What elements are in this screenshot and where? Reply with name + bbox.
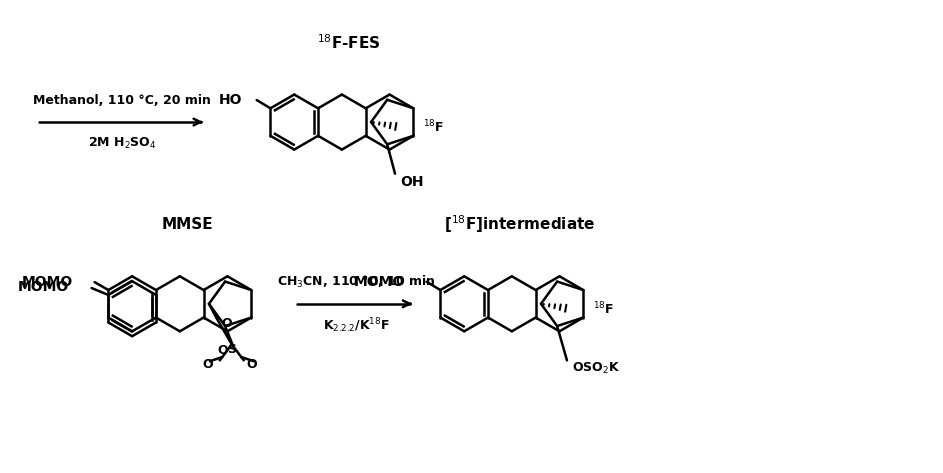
Text: O: O: [203, 358, 213, 370]
Text: $^{18}$F: $^{18}$F: [593, 300, 614, 317]
Text: O: O: [218, 344, 228, 357]
Text: 2M H$_2$SO$_4$: 2M H$_2$SO$_4$: [88, 136, 157, 151]
Text: O: O: [222, 317, 232, 330]
Text: $^{18}$F-FES: $^{18}$F-FES: [318, 33, 381, 52]
Text: MOMO: MOMO: [354, 275, 405, 289]
Text: K$_{2.2.2}$/K$^{18}$F: K$_{2.2.2}$/K$^{18}$F: [323, 316, 389, 335]
Text: CH$_3$CN, 110 °C, 10 min: CH$_3$CN, 110 °C, 10 min: [277, 274, 436, 290]
Text: OH: OH: [400, 175, 423, 189]
Text: S: S: [227, 343, 237, 356]
Text: OSO$_2$K: OSO$_2$K: [571, 361, 620, 376]
Text: O: O: [246, 358, 256, 370]
Text: HO: HO: [219, 93, 242, 107]
Text: MOMO: MOMO: [22, 275, 73, 289]
Text: $^{18}$F: $^{18}$F: [423, 119, 444, 135]
Text: MOMO: MOMO: [18, 280, 69, 294]
Text: MMSE: MMSE: [161, 217, 213, 232]
Text: [$^{18}$F]intermediate: [$^{18}$F]intermediate: [443, 213, 595, 235]
Text: Methanol, 110 °C, 20 min: Methanol, 110 °C, 20 min: [33, 94, 211, 107]
